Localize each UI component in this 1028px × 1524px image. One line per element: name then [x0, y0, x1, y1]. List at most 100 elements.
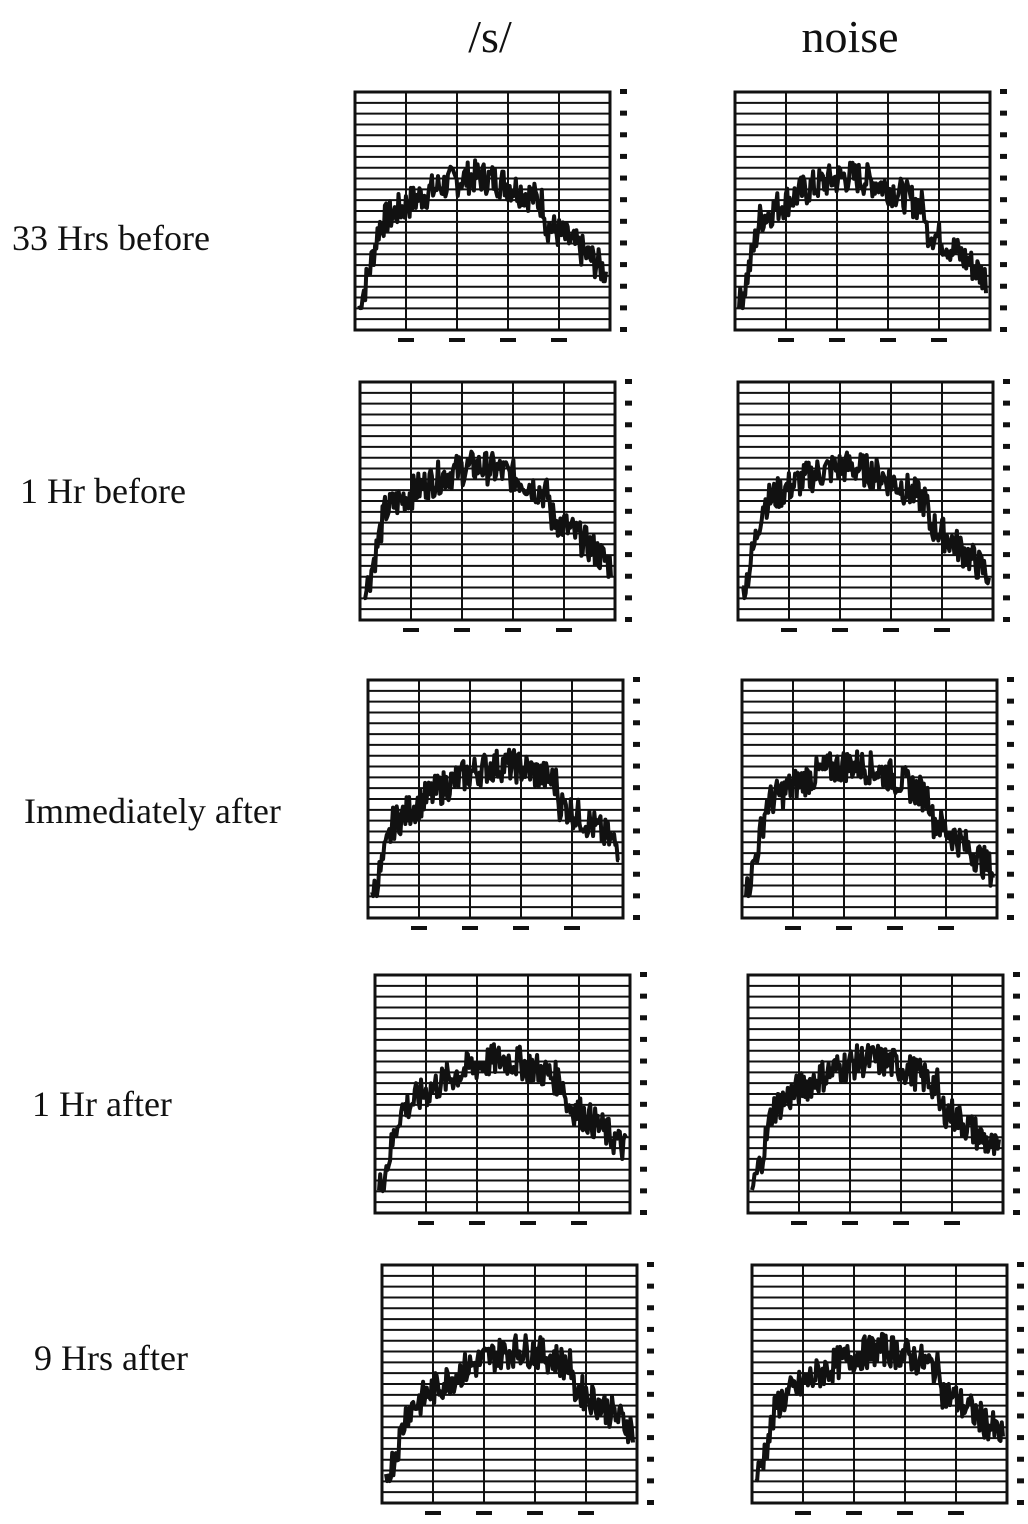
panel-tick — [887, 926, 903, 930]
panel-tick — [620, 283, 627, 289]
panel-tick — [1013, 1036, 1020, 1042]
panel-tick — [944, 1221, 960, 1225]
panel-tick — [633, 828, 640, 834]
panel-tick — [633, 915, 640, 920]
panel-tick — [846, 1511, 862, 1515]
panel-tick — [938, 926, 954, 930]
panel-tick — [647, 1391, 654, 1397]
panel-tick — [625, 487, 632, 493]
panel-tick — [1003, 487, 1010, 493]
panel-tick — [469, 1221, 485, 1225]
panel-tick — [513, 926, 529, 930]
panel-tick — [1013, 1145, 1020, 1151]
panel-tick — [1007, 871, 1014, 877]
spectrum-trace — [741, 450, 991, 601]
spectrum-trace — [744, 749, 995, 899]
panel-tick — [1017, 1413, 1024, 1419]
panel-tick — [1013, 1123, 1020, 1129]
panel-tick — [620, 240, 627, 246]
panel-tick — [647, 1478, 654, 1484]
panel-tick — [640, 1123, 647, 1129]
panel-tick — [1000, 175, 1007, 181]
panel-tick — [1017, 1283, 1024, 1289]
panel-tick — [1007, 806, 1014, 812]
panel-tick — [1017, 1435, 1024, 1441]
panel-tick — [418, 1221, 434, 1225]
panel-tick — [398, 338, 414, 342]
panel-tick — [1000, 262, 1007, 268]
spectrum-trace — [357, 158, 608, 311]
panel-tick — [620, 262, 627, 268]
panel-tick — [1007, 720, 1014, 726]
panel-tick — [1000, 327, 1007, 332]
panel-tick — [462, 926, 478, 930]
panel-tick — [625, 617, 632, 622]
panel-tick — [640, 1101, 647, 1107]
panel-tick — [647, 1456, 654, 1462]
panel-tick — [625, 443, 632, 449]
panel-tick — [795, 1511, 811, 1515]
panel-tick — [836, 926, 852, 930]
row-label: Immediately after — [24, 791, 281, 831]
panel-tick — [1013, 993, 1020, 999]
panel-tick — [633, 871, 640, 877]
panel-tick — [620, 89, 627, 94]
panel-tick — [1007, 915, 1014, 920]
panel-tick — [1017, 1348, 1024, 1354]
panel-tick — [829, 338, 845, 342]
panel-tick — [625, 422, 632, 428]
panel-tick — [1000, 305, 1007, 311]
panel-tick — [633, 720, 640, 726]
panel-tick — [454, 628, 470, 632]
panel-tick — [625, 595, 632, 601]
panel-tick — [1017, 1391, 1024, 1397]
panel-tick — [505, 628, 521, 632]
panel-tick — [633, 741, 640, 747]
panel-tick — [1003, 379, 1010, 384]
panel-tick — [1017, 1500, 1024, 1505]
panel-tick — [880, 338, 896, 342]
panel-tick — [1003, 530, 1010, 536]
panel-tick — [647, 1370, 654, 1376]
panel-tick — [625, 400, 632, 406]
panel-tick — [625, 530, 632, 536]
panel-tick — [1003, 595, 1010, 601]
panel-tick — [411, 926, 427, 930]
panel-tick — [620, 132, 627, 138]
panel-tick — [1013, 1080, 1020, 1086]
panel-tick — [1007, 785, 1014, 791]
panel-tick — [620, 110, 627, 116]
panel-tick — [1007, 741, 1014, 747]
panel-tick — [620, 175, 627, 181]
panel-tick — [647, 1326, 654, 1332]
panel-tick — [633, 785, 640, 791]
spectrum-trace — [754, 1331, 1005, 1483]
panel-tick — [620, 305, 627, 311]
panel-tick — [640, 1188, 647, 1194]
panel-tick — [1007, 763, 1014, 769]
panel-tick — [1013, 1101, 1020, 1107]
panel-tick — [1000, 132, 1007, 138]
panel-tick — [883, 628, 899, 632]
panel-tick — [647, 1413, 654, 1419]
panel-tick — [948, 1511, 964, 1515]
panel-tick — [785, 926, 801, 930]
spectrum-trace — [737, 160, 988, 311]
panel-tick — [620, 327, 627, 332]
panel-tick — [640, 1080, 647, 1086]
row-label: 9 Hrs after — [34, 1338, 188, 1378]
panel-tick — [578, 1511, 594, 1515]
panel-tick — [1017, 1305, 1024, 1311]
panel-tick — [527, 1511, 543, 1515]
panel-tick — [500, 338, 516, 342]
panel-tick — [1017, 1262, 1024, 1267]
panel-tick — [1000, 283, 1007, 289]
panel-tick — [620, 153, 627, 159]
panel-tick — [633, 763, 640, 769]
panel-tick — [1013, 972, 1020, 977]
panel-tick — [647, 1262, 654, 1267]
panel-tick — [633, 677, 640, 682]
panel-tick — [640, 1036, 647, 1042]
panel-tick — [1003, 465, 1010, 471]
